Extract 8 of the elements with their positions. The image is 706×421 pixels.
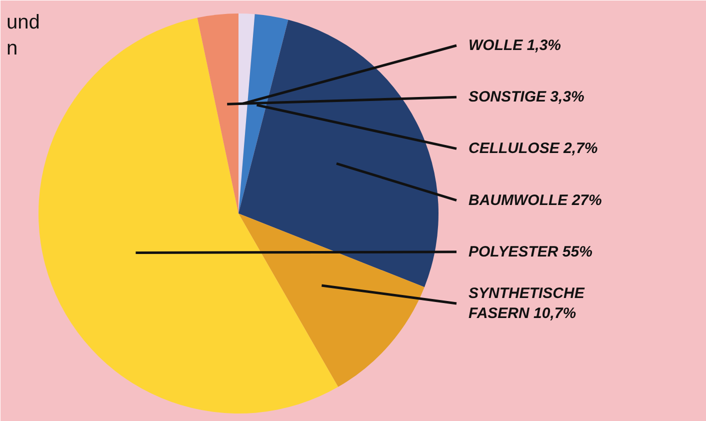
slice-label: BAUMWOLLE 27%: [468, 192, 602, 209]
slice-label: SYNTHETISCHE FASERN 10,7%: [468, 285, 586, 322]
slice-label: POLYESTER 55%: [468, 243, 592, 260]
slice-label: SONSTIGE 3,3%: [468, 88, 584, 106]
text: n: [6, 38, 18, 60]
slice-label: WOLLE 1,3%: [468, 37, 562, 54]
text: und: [6, 12, 40, 34]
slice-label: CELLULOSE 2,7%: [468, 140, 598, 158]
